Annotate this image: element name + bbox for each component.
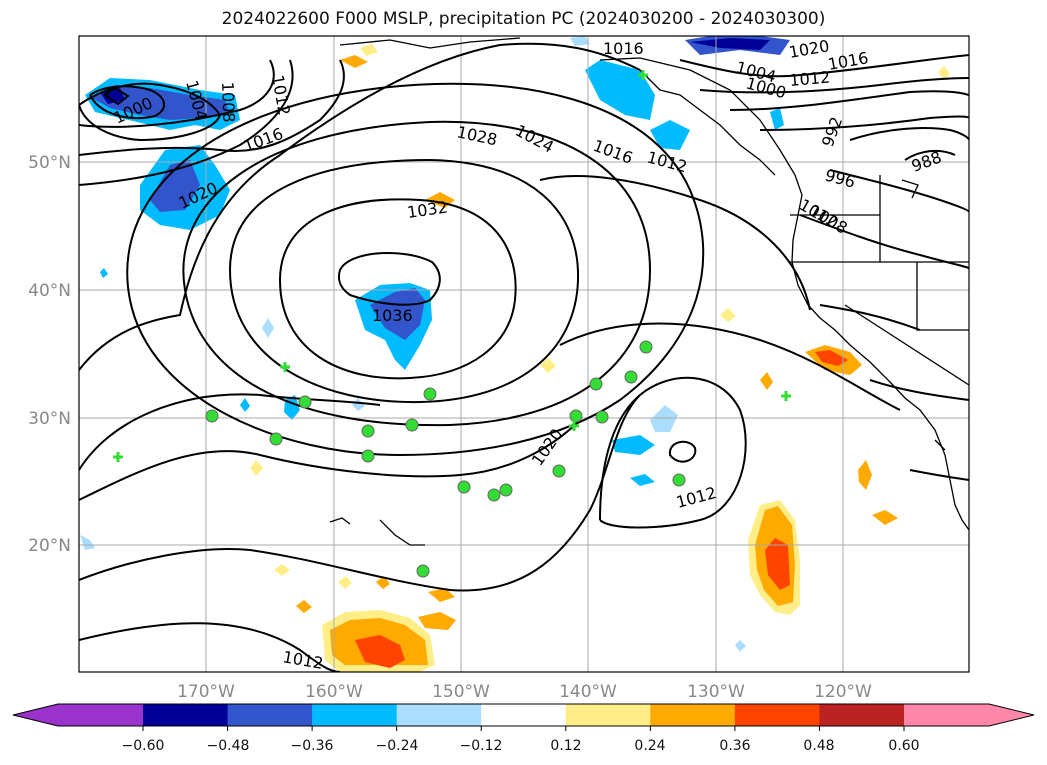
- isobars: [79, 42, 969, 672]
- lon-label: 150°W: [432, 682, 490, 702]
- latitude-labels: 50°N 40°N 30°N 20°N: [28, 153, 71, 556]
- isobar-label: 1036: [372, 306, 413, 325]
- station-marker: [416, 564, 430, 578]
- station-marker: [589, 377, 603, 391]
- lon-label: 140°W: [559, 682, 617, 702]
- station-marker: [423, 387, 437, 401]
- lat-label: 20°N: [28, 536, 71, 556]
- station-marker: [405, 418, 419, 432]
- lon-label: 130°W: [687, 682, 745, 702]
- station-marker: [269, 432, 283, 446]
- station-marker: [499, 483, 513, 497]
- colorbar-segment: [396, 704, 482, 726]
- colorbar-extend-low: [13, 704, 143, 726]
- colorbar-tick-label: 0.12: [550, 738, 581, 754]
- colorbar-tick-label: 0.36: [719, 738, 750, 754]
- lon-label: 170°W: [177, 682, 235, 702]
- positive-shading: [250, 44, 950, 672]
- lat-label: 50°N: [28, 153, 71, 173]
- station-marker: [639, 340, 653, 354]
- station-marker: [595, 410, 609, 424]
- colorbar-tick-label: −0.48: [207, 738, 250, 754]
- colorbar-tick-label: 0.48: [803, 738, 834, 754]
- station-marker: [361, 424, 375, 438]
- map-plot-area: 1000 1004 1008 1012 1016 1020 1012 1016 …: [79, 36, 969, 672]
- station-marker: [552, 464, 566, 478]
- colorbar-segment: [312, 704, 398, 726]
- isobar-label: 1012: [789, 68, 831, 90]
- station-markers: [205, 340, 686, 578]
- coastlines: [329, 37, 969, 546]
- colorbar-segment: [481, 704, 567, 726]
- lat-label: 40°N: [28, 281, 71, 301]
- station-cross: [638, 70, 648, 80]
- colorbar: [12, 703, 1035, 731]
- station-marker: [569, 409, 583, 423]
- gridlines: [79, 36, 969, 672]
- colorbar-tick-label: −0.12: [460, 738, 503, 754]
- colorbar-segment: [227, 704, 313, 726]
- colorbar-tick-label: 0.60: [888, 738, 919, 754]
- colorbar-segment: [143, 704, 229, 726]
- station-cross: [113, 452, 123, 462]
- colorbar-segment: [819, 704, 905, 726]
- colorbar-tick-label: −0.24: [376, 738, 419, 754]
- lat-label: 30°N: [28, 409, 71, 429]
- station-cross: [569, 421, 579, 431]
- colorbar-tick-label: 0.24: [634, 738, 665, 754]
- station-marker: [298, 395, 312, 409]
- colorbar-tick-label: −0.36: [291, 738, 334, 754]
- station-marker: [205, 409, 219, 423]
- colorbar-tick-label: −0.60: [122, 738, 165, 754]
- colorbar-segment: [650, 704, 736, 726]
- isobar-label: 1008: [218, 81, 238, 122]
- station-cross: [781, 391, 791, 401]
- station-marker: [487, 488, 501, 502]
- station-cross: [280, 362, 290, 372]
- station-crosses: [113, 70, 791, 492]
- map-border: [78, 35, 970, 673]
- station-cross: [626, 372, 636, 382]
- longitude-labels: 170°W 160°W 150°W 140°W 130°W 120°W: [177, 682, 872, 702]
- isobar-label: 1016: [603, 39, 644, 58]
- map-title: 2024022600 F000 MSLP, precipitation PC (…: [221, 9, 826, 29]
- station-marker: [672, 473, 686, 487]
- station-cross: [363, 451, 373, 461]
- colorbar-labels: −0.60 −0.48 −0.36 −0.24 −0.12 0.12 0.24 …: [122, 738, 920, 754]
- lon-label: 160°W: [305, 682, 363, 702]
- station-cross: [459, 482, 469, 492]
- colorbar-extend-high: [904, 704, 1034, 726]
- colorbar-segment: [734, 704, 820, 726]
- lon-label: 120°W: [814, 682, 872, 702]
- colorbar-segment: [565, 704, 651, 726]
